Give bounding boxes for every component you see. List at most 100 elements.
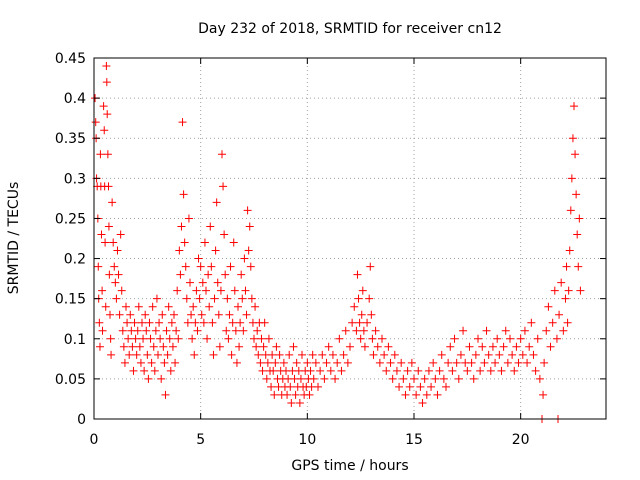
data-point [262,374,271,383]
data-point [380,350,389,359]
data-point [368,334,377,343]
data-point [539,390,548,399]
data-point [499,342,508,351]
data-point [291,390,300,399]
data-point [270,390,279,399]
data-point [162,326,171,335]
data-point [218,150,226,159]
data-point [199,318,208,327]
data-point [322,358,331,367]
data-point [95,342,104,351]
data-point [324,342,333,351]
data-point [151,326,160,335]
data-point [435,366,444,375]
data-point [131,334,140,343]
data-point [420,374,429,383]
data-point [214,310,223,319]
data-point [343,358,352,367]
data-point [392,366,401,375]
data-point [109,238,118,247]
data-point [523,358,532,367]
data-point [384,342,393,351]
y-tick-label: 0.25 [55,211,86,227]
data-point [187,310,196,319]
data-point [102,78,111,87]
data-point [439,374,448,383]
data-point [422,390,431,399]
data-point [350,302,359,311]
data-point [275,350,284,359]
data-point [257,334,266,343]
data-point [133,326,142,335]
data-point [104,182,113,191]
data-point [382,366,391,375]
data-point [363,318,372,327]
data-point [495,350,504,359]
data-point [357,310,366,319]
data-point [176,270,185,279]
data-points [91,62,585,423]
data-point [234,302,242,311]
data-point [91,118,100,127]
data-point [403,366,412,375]
data-point [366,262,375,271]
data-point [129,366,138,375]
data-point [333,358,342,367]
data-point [395,382,404,391]
data-point [535,374,544,383]
data-point [531,366,540,375]
x-tick-label: 0 [90,432,99,448]
data-point [331,374,340,383]
data-point [155,318,164,327]
data-point [96,150,105,159]
data-point [114,270,123,279]
data-point [143,350,152,359]
data-point [147,358,156,367]
data-point [463,366,472,375]
data-point [427,382,436,391]
data-point [186,278,194,287]
data-point [125,350,134,359]
data-point [177,222,186,231]
data-point [116,230,125,239]
data-point [182,294,191,303]
data-point [146,334,155,343]
y-tick-label: 0.35 [55,131,86,147]
data-point [575,214,584,223]
data-point [250,334,258,343]
data-point [480,358,489,367]
data-point [242,310,251,319]
data-point [220,230,229,239]
y-tick-label: 0.45 [55,51,86,67]
y-tick-label: 0.05 [55,372,86,388]
data-point [150,366,159,375]
data-point [209,350,218,359]
data-point [271,358,280,367]
data-point [236,318,245,327]
data-point [110,262,119,271]
data-point [98,286,107,295]
data-point [117,286,126,295]
data-point [140,366,149,375]
data-point [482,326,491,335]
data-point [308,350,317,359]
data-point [172,326,181,335]
data-point [295,398,304,407]
data-point [184,214,193,223]
data-point [170,310,178,319]
data-point [397,358,406,367]
data-point [348,318,357,327]
data-point [225,310,234,319]
data-point [563,318,572,327]
data-point [565,246,574,255]
data-point [263,358,272,367]
data-point [130,318,139,327]
data-point [232,358,241,367]
data-point [375,358,384,367]
data-point [572,190,581,199]
data-point [354,294,363,303]
data-point [566,206,575,215]
data-point [292,358,301,367]
data-point [98,326,107,335]
